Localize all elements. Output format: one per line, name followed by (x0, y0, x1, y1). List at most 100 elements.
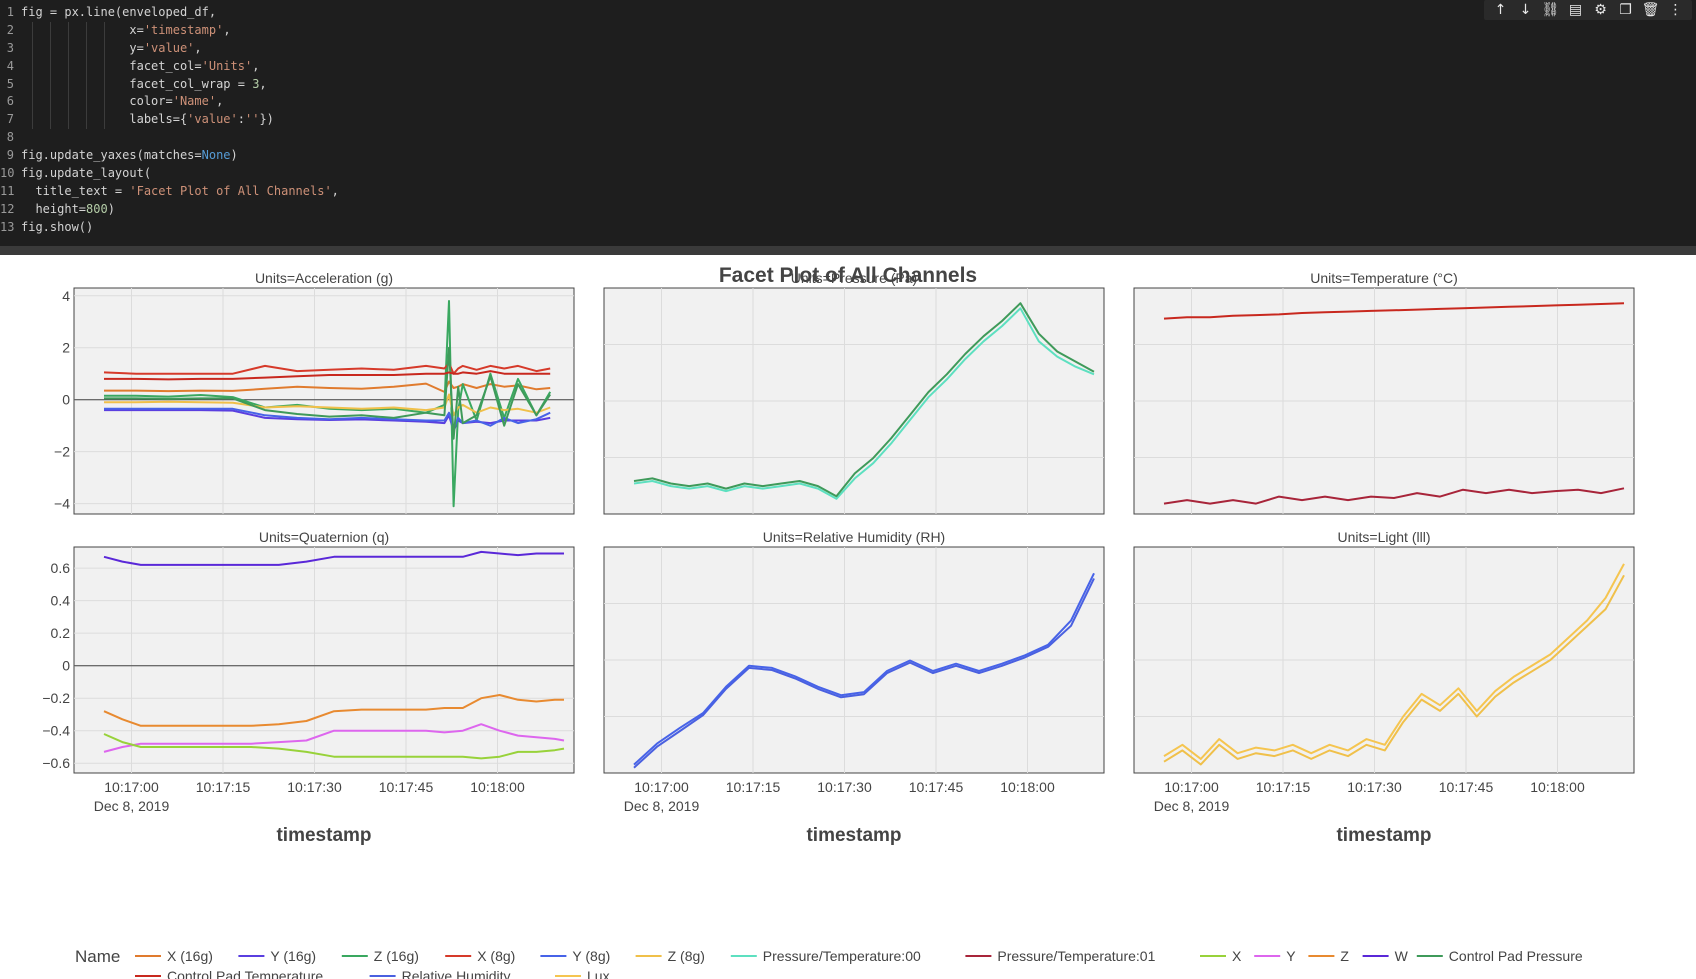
series-line (1163, 487, 1625, 505)
legend-item: Y (8g) (572, 948, 610, 964)
move-down-icon[interactable]: ↓ (1519, 2, 1532, 18)
y-tick-label: −2 (54, 444, 70, 460)
y-tick-label: 0.2 (51, 625, 71, 641)
y-tick-label: 0 (62, 392, 70, 408)
code-cell[interactable]: 1 fig = px.line(enveloped_df, 2 x='timesta… (0, 0, 1696, 246)
facet-title: Units=Acceleration (g) (255, 270, 393, 286)
x-tick-label: 10:17:00 (1164, 779, 1219, 795)
indent-guide (50, 21, 51, 40)
code-line[interactable]: 2 x='timestamp', (0, 21, 339, 40)
indent-guide (68, 93, 69, 112)
code-token: 'value' (143, 40, 195, 55)
series-line (103, 723, 565, 753)
x-date-label: Dec 8, 2019 (94, 798, 170, 814)
y-tick-label: 0.6 (51, 560, 71, 576)
chart-title: Facet Plot of All Channels (719, 264, 977, 287)
x-tick-label: 10:17:15 (1256, 779, 1311, 795)
code-editor[interactable]: 1 fig = px.line(enveloped_df, 2 x='timesta… (0, 4, 339, 237)
copy-icon[interactable]: ❐ (1619, 2, 1632, 18)
line-number: 11 (0, 183, 15, 198)
y-tick-label: −0.6 (42, 755, 70, 771)
code-line[interactable]: 1 fig = px.line(enveloped_df, (0, 4, 339, 22)
delete-icon[interactable]: 🗑 (1641, 2, 1660, 18)
line-number: 5 (6, 76, 14, 91)
series-line (1163, 563, 1625, 760)
x-tick-label: 10:17:15 (196, 779, 251, 795)
link-icon[interactable]: ⛓ (1541, 2, 1560, 18)
code-line[interactable]: 7 labels={'value':''}) (0, 111, 339, 130)
x-tick-label: 10:17:30 (1347, 779, 1402, 795)
code-token: ) (230, 148, 238, 163)
series-line (633, 307, 1095, 500)
code-token: fig.update_yaxes(matches= (21, 148, 202, 163)
x-tick-label: 10:17:00 (634, 779, 689, 795)
settings-icon[interactable]: ⚙ (1594, 2, 1607, 18)
line-number: 10 (0, 166, 15, 181)
code-line[interactable]: 3 y='value', (0, 39, 339, 58)
cell-toolbar: ↑ ↓ ⛓ ▤ ⚙ ❐ 🗑 ⋮ (1484, 0, 1692, 20)
line-number: 7 (6, 112, 14, 127)
legend-item: Z (1340, 948, 1349, 964)
code-token: , (194, 40, 202, 55)
legend-item: Control Pad Temperature (167, 968, 323, 979)
line-number: 13 (0, 219, 15, 234)
code-token: 'Units' (201, 58, 253, 73)
indent-guide (32, 75, 33, 94)
series-line (103, 694, 564, 727)
indent-guide (68, 21, 69, 40)
legend-item: X (1232, 948, 1242, 964)
facet-title: Units=Temperature (°C) (1310, 270, 1458, 286)
indent-guide (104, 21, 105, 40)
plot-output: Facet Plot of All Channels Units=Accelera… (0, 255, 1696, 979)
indent-guide (86, 21, 87, 40)
facet-title: Units=Pressure (Pa) (791, 270, 917, 286)
code-line[interactable]: 9 fig.update_yaxes(matches=None) (0, 147, 339, 165)
series-line (633, 572, 1095, 766)
indent-guide (32, 93, 33, 112)
code-line[interactable]: 11 title_text = 'Facet Plot of All Chann… (0, 183, 339, 201)
line-number: 2 (6, 22, 14, 37)
facet-panel: Units=Relative Humidity (RH) 10:17:00 10:1… (603, 529, 1105, 846)
y-tick-label: 0.4 (51, 593, 71, 609)
code-line[interactable]: 12 height=800) (0, 201, 339, 219)
indent-guide (50, 57, 51, 76)
indent-guide (32, 21, 33, 40)
code-token: title_text = (21, 183, 130, 198)
code-token: fig.update_layout( (21, 166, 152, 181)
code-token: 'timestamp' (143, 22, 224, 37)
comment-icon[interactable]: ▤ (1568, 2, 1583, 18)
code-line[interactable]: 5 facet_col_wrap = 3, (0, 75, 339, 94)
facet-panel: Units=Light (lll) 10:17:00 10:17:15 10:17:3… (1133, 529, 1635, 846)
more-icon[interactable]: ⋮ (1668, 2, 1683, 18)
legend-item: Pressure/Temperature:01 (997, 948, 1155, 964)
facet-title: Units=Light (lll) (1338, 529, 1431, 545)
move-up-icon[interactable]: ↑ (1494, 2, 1507, 18)
code-line[interactable]: 4 facet_col='Units', (0, 57, 339, 76)
y-tick-label: −4 (54, 496, 70, 512)
indent-guide (50, 39, 51, 58)
legend-item: W (1395, 948, 1409, 964)
code-token: , (252, 58, 260, 73)
line-number: 8 (6, 130, 14, 145)
x-axis-title: timestamp (1336, 825, 1431, 846)
code-line[interactable]: 8 (0, 129, 339, 147)
code-token: , (223, 22, 231, 37)
indent-guide (32, 57, 33, 76)
x-tick-label: 10:18:00 (470, 779, 525, 795)
x-tick-label: 10:17:00 (104, 779, 159, 795)
code-line[interactable]: 13 fig.show() (0, 219, 339, 237)
x-tick-label: 10:18:00 (1000, 779, 1055, 795)
x-tick-label: 10:17:30 (287, 779, 342, 795)
legend-item: Lux (587, 968, 610, 979)
indent-guide (50, 93, 51, 112)
code-token: '' (244, 112, 260, 127)
x-tick-label: 10:17:30 (817, 779, 872, 795)
indent-guide (86, 39, 87, 58)
code-line[interactable]: 10 fig.update_layout( (0, 165, 339, 183)
code-token: }) (259, 112, 274, 127)
y-tick-label: 2 (62, 340, 70, 356)
indent-guide (68, 75, 69, 94)
x-date-label: Dec 8, 2019 (624, 798, 700, 814)
code-line[interactable]: 6 color='Name', (0, 93, 339, 112)
x-tick-label: 10:17:45 (909, 779, 964, 795)
